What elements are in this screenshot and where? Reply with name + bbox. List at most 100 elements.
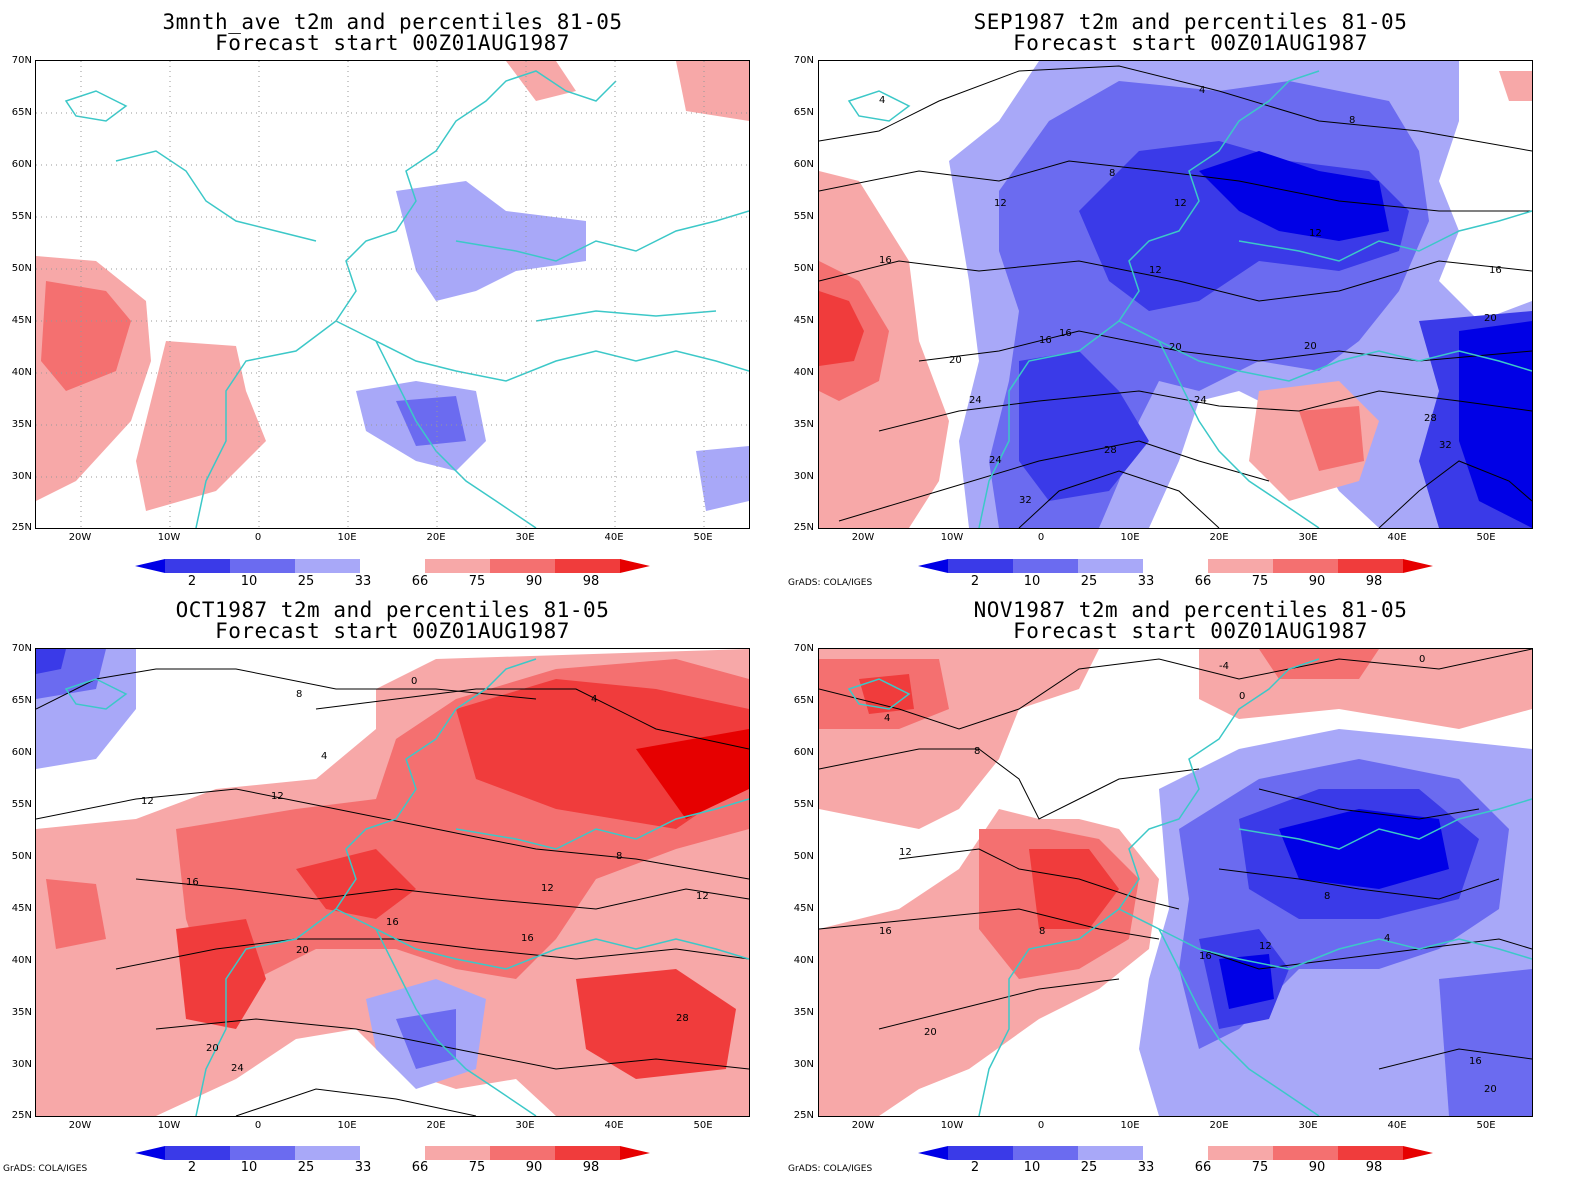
panel-title: OCT1987 t2m and percentiles 81-05 [175, 598, 610, 622]
panel-oct1987: OCT1987 t2m and percentiles 81-05 Foreca… [0, 588, 780, 1196]
lon-label: 0 [254, 1120, 262, 1131]
anomaly-map: 4 4 8 8 12 12 12 12 16 16 16 16 20 20 20… [818, 60, 1533, 529]
colorbar-swatch [230, 1146, 295, 1160]
contour-label: 32 [1439, 440, 1452, 451]
colorbar [918, 1145, 1433, 1160]
lat-label: 45N [793, 315, 814, 326]
colorbar-swatch [1013, 559, 1078, 573]
lat-label: 25N [793, 1110, 814, 1121]
lat-label: 30N [11, 471, 32, 482]
contour-label: 0 [1419, 654, 1425, 665]
contour-label: 28 [1424, 413, 1437, 424]
colorbar-label: 66 [1194, 1160, 1212, 1175]
colorbar-swatch [165, 1146, 230, 1160]
contour-labels: -4 0 0 4 8 8 12 16 16 20 12 8 4 16 20 [879, 654, 1497, 1095]
contour-label: 20 [1484, 1084, 1497, 1095]
colorbar-label: 75 [468, 1160, 486, 1175]
colorbar-swatch [490, 559, 555, 573]
contour-label: 28 [1104, 445, 1117, 456]
panel-subtitle: Forecast start 00Z01AUG1987 [1013, 31, 1368, 55]
colorbar-swatch [1078, 1146, 1143, 1160]
colorbar-swatch [918, 1146, 948, 1160]
panel-subtitle: Forecast start 00Z01AUG1987 [1013, 619, 1368, 643]
lon-label: 50E [693, 532, 713, 543]
lat-label: 25N [11, 522, 32, 533]
lon-label: 10W [940, 532, 964, 543]
lon-label: 10E [337, 1120, 357, 1131]
lat-label: 55N [11, 799, 32, 810]
lon-label: 30E [1298, 1120, 1318, 1131]
contour-labels: 4 4 8 8 12 12 12 12 16 16 16 16 20 20 20… [879, 85, 1502, 506]
colorbar-swatch [1338, 1146, 1403, 1160]
contour-labels: 0 4 8 12 12 16 16 16 20 20 24 28 8 4 12 … [141, 676, 709, 1074]
lat-label: 55N [793, 799, 814, 810]
colorbar-swatch [1208, 559, 1273, 573]
colorbar-label: 98 [1365, 574, 1383, 589]
lon-label: 10E [337, 532, 357, 543]
panel-title: SEP1987 t2m and percentiles 81-05 [973, 10, 1408, 34]
panel-subtitle: Forecast start 00Z01AUG1987 [215, 619, 570, 643]
contour-label: 16 [1059, 328, 1072, 339]
map-canvas: 0 4 8 12 12 16 16 16 20 20 24 28 8 4 12 … [36, 649, 749, 1116]
lat-label: 60N [793, 747, 814, 758]
lat-label: 40N [793, 367, 814, 378]
contour-label: 4 [591, 694, 597, 705]
lat-label: 35N [11, 1007, 32, 1018]
colorbar-swatch [295, 1146, 360, 1160]
colorbar-label: 10 [1023, 1160, 1041, 1175]
contour-label: 12 [899, 847, 912, 858]
lat-label: 50N [11, 263, 32, 274]
contour-label: 20 [1304, 341, 1317, 352]
colorbar-label: 90 [1308, 574, 1326, 589]
lon-label: 50E [1476, 1120, 1496, 1131]
lat-label: 40N [793, 955, 814, 966]
contour-label: 8 [616, 851, 622, 862]
lon-label: 0 [1037, 1120, 1045, 1131]
contour-label: 8 [974, 746, 980, 757]
colorbar-label: 90 [525, 1160, 543, 1175]
colorbar [135, 1145, 650, 1160]
grads-credit: GrADS: COLA/IGES [788, 1164, 873, 1174]
colorbar-label: 66 [411, 1160, 429, 1175]
contour-label: 12 [271, 791, 284, 802]
lon-label: 20E [426, 1120, 446, 1131]
contour-label: 16 [1469, 1056, 1482, 1067]
colorbar-swatch [135, 559, 165, 573]
lat-label: 35N [11, 419, 32, 430]
colorbar-label: 25 [297, 574, 315, 589]
anomaly-map [35, 60, 750, 529]
contour-label: 32 [1019, 495, 1032, 506]
contour-label: 12 [1309, 228, 1322, 239]
lat-label: 70N [793, 643, 814, 654]
lat-label: 65N [11, 107, 32, 118]
lon-label: 10W [157, 1120, 181, 1131]
colorbar-label: 33 [354, 1160, 372, 1175]
lon-label: 20W [68, 1120, 92, 1131]
colorbar-swatch [360, 1146, 425, 1160]
anomaly-map: 0 4 8 12 12 16 16 16 20 20 24 28 8 4 12 … [35, 648, 750, 1117]
colorbar-label: 66 [1194, 574, 1212, 589]
contour-label: 8 [1109, 168, 1115, 179]
contour-label: 4 [321, 751, 327, 762]
contour-label: 8 [1324, 891, 1330, 902]
colorbar-label: 98 [582, 1160, 600, 1175]
lat-label: 50N [11, 851, 32, 862]
contour-label: 16 [186, 877, 199, 888]
lat-label: 50N [793, 851, 814, 862]
contour-label: 12 [1149, 265, 1162, 276]
colorbar-swatch [1403, 1146, 1433, 1160]
lon-label: 40E [604, 532, 624, 543]
lat-label: 45N [793, 903, 814, 914]
lon-label: 20W [851, 532, 875, 543]
contour-label: 4 [879, 95, 885, 106]
lat-label: 40N [11, 367, 32, 378]
lon-label: 20E [1209, 1120, 1229, 1131]
colorbar-swatch [1143, 1146, 1208, 1160]
lon-label: 30E [515, 1120, 535, 1131]
contour-label: 20 [924, 1027, 937, 1038]
colorbar [135, 558, 650, 573]
contour-label: 20 [206, 1043, 219, 1054]
lat-label: 50N [793, 263, 814, 274]
lat-label: 60N [11, 159, 32, 170]
map-canvas: -4 0 0 4 8 8 12 16 16 20 12 8 4 16 20 [819, 649, 1532, 1116]
